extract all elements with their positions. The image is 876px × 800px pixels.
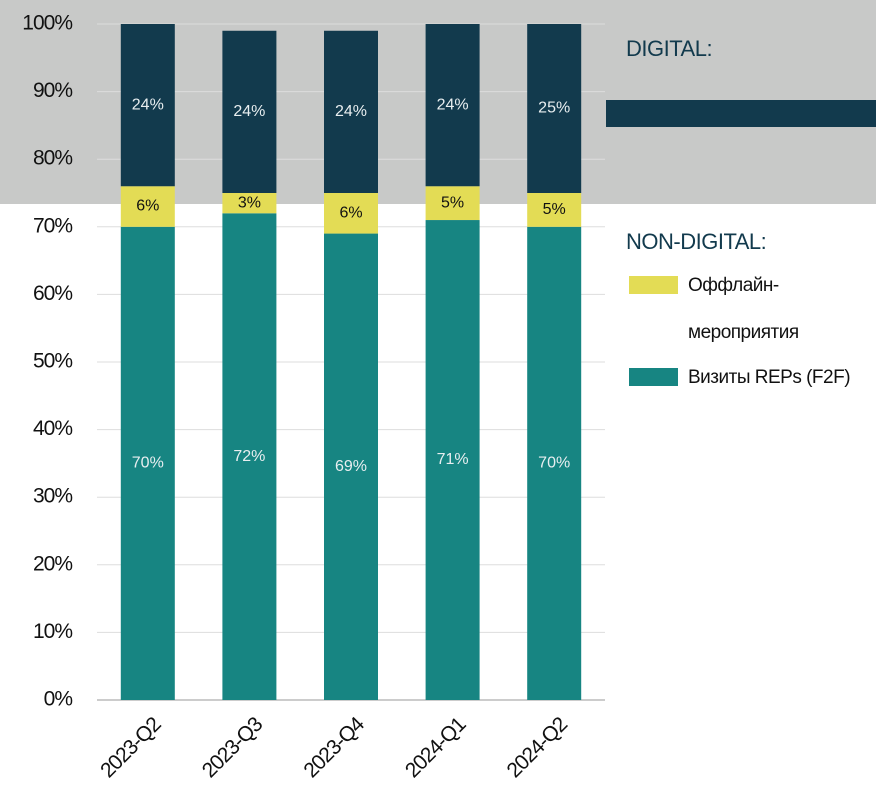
value-label: 71% (437, 451, 469, 468)
y-tick-label: 0% (44, 688, 73, 711)
value-label: 5% (543, 201, 566, 218)
y-tick-label: 30% (33, 485, 72, 508)
x-tick-label: 2023-Q3 (198, 713, 267, 782)
value-label: 3% (238, 194, 261, 211)
bar-segment (324, 193, 378, 234)
x-tick-label: 2024-Q1 (401, 713, 470, 782)
bar-segment (527, 226, 582, 701)
bar-segment (120, 24, 175, 187)
value-label: 5% (441, 194, 464, 211)
bar-segment (222, 193, 277, 214)
bar-segment (425, 186, 480, 221)
y-tick-label: 50% (33, 350, 72, 373)
bar-segment (425, 220, 480, 701)
x-tick-label: 2023-Q2 (96, 713, 165, 782)
y-tick-label: 70% (33, 214, 72, 237)
x-tick-label: 2023-Q4 (299, 712, 369, 782)
y-tick-label: 10% (33, 620, 72, 643)
bar-segment (222, 213, 277, 700)
value-label: 24% (335, 103, 367, 120)
y-tick-label: 90% (33, 79, 72, 102)
bar-segment (120, 186, 175, 227)
bar-segment (120, 226, 175, 701)
value-label: 24% (233, 103, 265, 120)
y-tick-label: 20% (33, 552, 72, 575)
value-label: 70% (538, 455, 570, 472)
value-label: 25% (538, 100, 570, 117)
value-label: 24% (132, 96, 164, 113)
value-label: 72% (233, 448, 265, 465)
bar-segment (324, 233, 378, 700)
value-label: 6% (136, 198, 159, 215)
y-tick-label: 60% (33, 282, 72, 305)
value-label: 6% (339, 204, 362, 221)
bar-segment (324, 30, 378, 194)
y-tick-label: 80% (33, 147, 72, 170)
bar-segment (425, 24, 480, 187)
bar-segment (527, 193, 582, 227)
value-label: 24% (437, 96, 469, 113)
y-tick-label: 40% (33, 417, 72, 440)
y-tick-label: 100% (22, 12, 72, 35)
bar-segment (527, 24, 582, 193)
bar-segment (222, 30, 277, 194)
value-label: 70% (132, 455, 164, 472)
value-label: 69% (335, 458, 367, 475)
x-tick-label: 2024-Q2 (503, 713, 572, 782)
